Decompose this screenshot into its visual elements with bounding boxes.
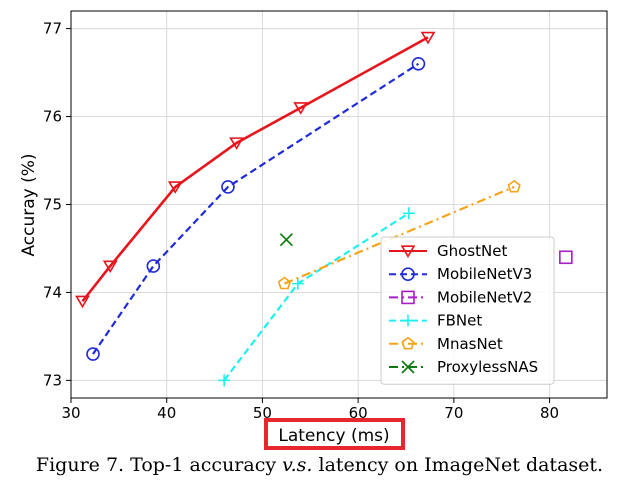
series-line-ghostnet	[81, 36, 429, 303]
data-point-mobilenetv3	[411, 56, 426, 71]
legend-label-ghostnet: GhostNet	[437, 242, 507, 260]
data-point-mobilenetv2	[559, 250, 573, 265]
x-tick-label: 70	[444, 404, 463, 422]
data-point-mobilenetv3	[146, 259, 161, 273]
data-point-ghostnet	[102, 260, 118, 274]
series-proxylessnas	[279, 233, 293, 247]
legend-label-mnasnet: MnasNet	[437, 335, 503, 353]
legend-entry-ghostnet: GhostNet	[389, 242, 507, 260]
data-point-ghostnet	[167, 181, 183, 194]
legend-entry-fbnet: FBNet	[389, 312, 482, 330]
caption-emphasis: v.s.	[282, 454, 313, 476]
legend-entry-proxylessnas: ProxylessNAS	[389, 358, 538, 376]
series-line-mobilenetv3	[92, 62, 420, 355]
y-tick-label: 77	[43, 20, 62, 38]
data-point-fbnet	[218, 374, 231, 387]
x-stroke-b	[401, 360, 415, 374]
x-tick-label: 80	[540, 404, 559, 422]
y-axis-label: Accuray (%)	[19, 153, 39, 256]
legend-label-fbnet: FBNet	[437, 312, 482, 330]
data-point-mobilenetv3	[221, 180, 235, 194]
x-stroke-b	[279, 233, 293, 247]
legend-marker-proxylessnas	[401, 360, 415, 374]
data-point-mnasnet	[277, 276, 292, 290]
series-mnasnet	[277, 179, 521, 290]
series-mobilenetv2	[559, 250, 573, 265]
line-chart: 30 40 50 60 70 80 73 74 75 76 77 Accuray (%) Laten…	[19, 10, 608, 450]
series-line-mnasnet	[284, 185, 515, 285]
y-tick-label: 74	[43, 283, 62, 301]
x-tick-label: 40	[157, 404, 176, 422]
legend-label-mobilenetv2: MobileNetV2	[437, 288, 532, 306]
y-tick-label: 73	[43, 371, 62, 389]
x-axis-label: Latency (ms)	[278, 426, 389, 446]
legend: GhostNet MobileNetV3 MobileNetV2 FBNet MnasN…	[380, 236, 555, 385]
data-point-fbnet	[291, 277, 304, 290]
legend-marker-mobilenetv2	[401, 290, 415, 305]
data-point-proxylessnas	[279, 233, 293, 247]
x-tick-label: 50	[253, 404, 272, 422]
legend-entry-mobilenetv2: MobileNetV2	[389, 288, 532, 306]
x-tick-label: 60	[349, 404, 368, 422]
data-point-ghostnet	[75, 295, 90, 309]
legend-marker-ghostnet	[400, 245, 416, 258]
series-mobilenetv3	[86, 56, 426, 361]
grid	[70, 11, 607, 398]
data-point-fbnet	[402, 207, 415, 220]
legend-marker-mnasnet	[401, 336, 415, 350]
x-axis-label-highlight-box	[264, 418, 405, 450]
series-ghostnet	[75, 31, 436, 309]
series-layer	[75, 31, 573, 387]
legend-marker-mobilenetv3	[401, 267, 415, 282]
data-point-ghostnet	[293, 102, 309, 115]
legend-label-mobilenetv3: MobileNetV3	[437, 265, 532, 283]
y-tick-label: 76	[43, 108, 62, 126]
x-tick-label: 30	[61, 404, 80, 422]
data-point-mobilenetv3	[86, 347, 100, 361]
caption-prefix: Figure 7. Top-1 accuracy	[35, 454, 283, 476]
legend-marker-fbnet	[402, 314, 414, 327]
data-point-mnasnet	[507, 179, 521, 193]
caption-suffix: latency on ImageNet dataset.	[312, 454, 604, 476]
legend-entry-mobilenetv3: MobileNetV3	[389, 265, 532, 283]
legend-entry-mnasnet: MnasNet	[389, 335, 503, 353]
axis-ticks: 30 40 50 60 70 80 73 74 75 76 77	[43, 20, 559, 422]
data-point-ghostnet	[420, 31, 436, 45]
y-tick-label: 75	[43, 196, 62, 214]
legend-label-proxylessnas: ProxylessNAS	[437, 358, 538, 376]
series-fbnet	[218, 207, 415, 387]
data-point-ghostnet	[229, 137, 244, 150]
figure-caption: Figure 7. Top-1 accuracy v.s. latency on…	[0, 454, 639, 476]
